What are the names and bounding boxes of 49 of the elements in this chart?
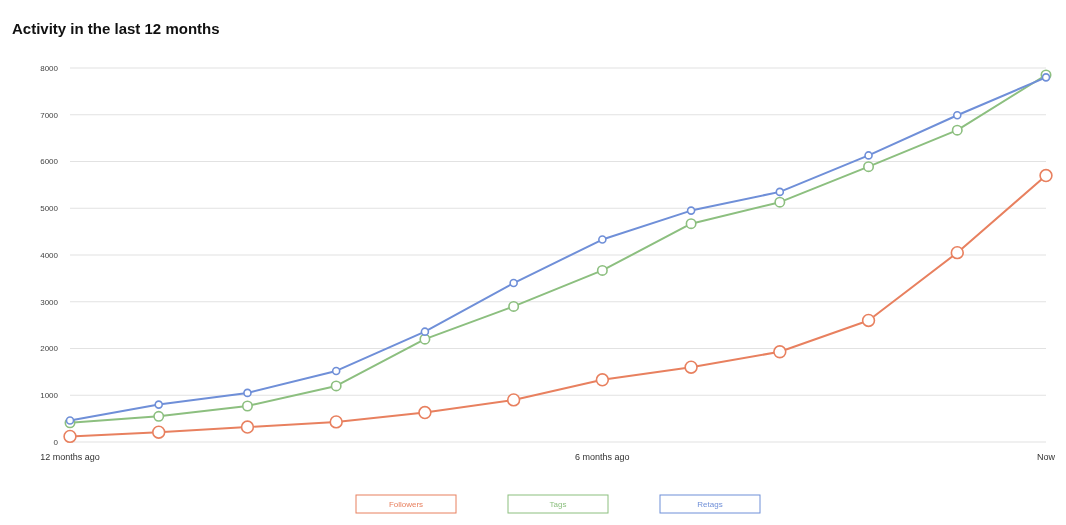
point <box>240 420 255 434</box>
point <box>153 410 165 422</box>
y-tick-label: 6000 <box>40 157 59 167</box>
point <box>951 124 963 136</box>
point <box>154 400 164 409</box>
point <box>773 345 787 359</box>
point <box>65 416 75 425</box>
point <box>774 196 786 208</box>
point <box>596 264 608 276</box>
point <box>243 388 252 398</box>
point <box>595 373 610 387</box>
point <box>418 405 432 420</box>
point <box>861 313 876 328</box>
point <box>152 425 166 439</box>
y-tick-label: 7000 <box>40 110 59 120</box>
point <box>509 278 518 288</box>
y-tick-label: 3000 <box>40 297 59 307</box>
y-tick-label: 1000 <box>40 391 59 401</box>
point <box>1041 73 1051 82</box>
point <box>1039 168 1053 183</box>
point <box>330 380 342 392</box>
x-tick-label: Now <box>1036 452 1056 462</box>
y-tick-label: 5000 <box>40 204 59 214</box>
point <box>241 400 253 412</box>
chart-title: Activity in the last 12 months <box>12 20 220 37</box>
text: Followers <box>388 499 424 509</box>
point <box>684 360 698 374</box>
text: Retags <box>697 499 723 509</box>
point <box>331 366 341 376</box>
point <box>952 110 962 120</box>
point <box>685 218 697 230</box>
point <box>329 415 343 429</box>
point <box>63 429 77 444</box>
point <box>775 187 785 197</box>
x-tick-label: 6 months ago <box>575 452 630 462</box>
point <box>508 300 520 312</box>
point <box>863 161 875 173</box>
point <box>864 151 873 160</box>
y-tick-label: 8000 <box>40 63 59 73</box>
point <box>950 245 964 260</box>
point <box>420 327 430 336</box>
y-tick-label: 0 <box>53 437 59 447</box>
y-tick-label: 4000 <box>40 250 59 260</box>
x-tick-label: 12 months ago <box>40 452 100 462</box>
point <box>598 235 607 244</box>
point <box>506 393 521 407</box>
point <box>686 206 696 215</box>
y-tick-label: 2000 <box>40 344 59 354</box>
text: Tags <box>549 499 567 509</box>
